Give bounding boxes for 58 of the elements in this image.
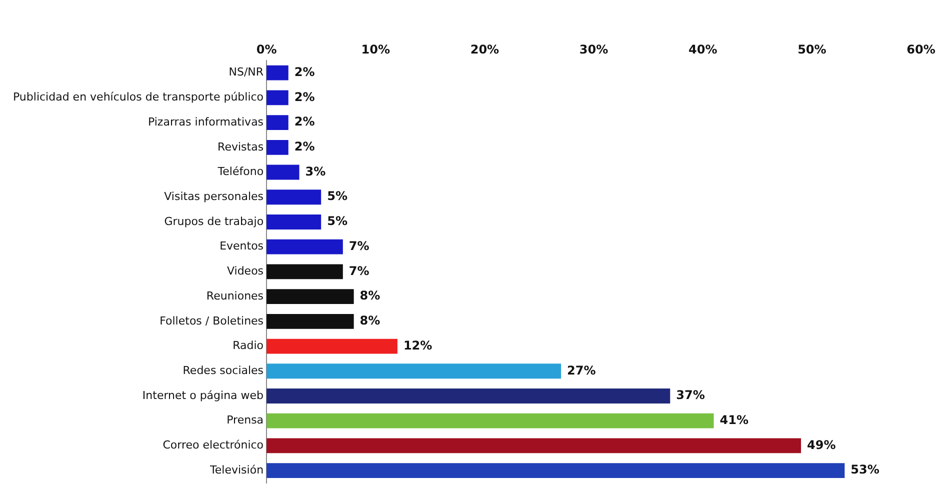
y-tick-label: Eventos [220,240,264,253]
y-tick-label: Reuniones [206,289,264,302]
bar [266,164,300,180]
data-label: 27% [567,363,596,378]
y-tick-label: Folletos / Boletines [160,314,264,328]
data-label: 7% [348,264,370,278]
data-label: 2% [294,140,315,154]
bar [266,289,354,304]
bar [266,264,343,280]
y-tick-label: Correo electrónico [162,438,264,452]
bar [266,90,288,106]
data-label: 8% [360,314,380,328]
bar [266,314,354,329]
bar [266,338,398,354]
x-tick-label: 60% [906,42,936,56]
bar [266,140,288,155]
data-label: 2% [294,114,315,129]
bar [266,463,845,478]
data-label: 37% [676,388,705,402]
y-tick-label: Redes sociales [182,364,264,377]
x-tick-label: 0% [256,42,277,56]
data-label: 7% [348,238,370,253]
bar [266,239,343,254]
data-label: 5% [327,189,348,204]
x-tick-label: 30% [579,42,608,56]
x-tick-label: 50% [798,42,826,56]
data-label: 5% [327,214,348,228]
bar [266,214,322,230]
bar [266,388,670,404]
data-label: 3% [305,164,326,178]
y-tick-label: Grupos de trabajo [164,214,264,228]
y-tick-label: Internet o página web [142,388,264,402]
y-tick-label: Prensa [226,414,264,427]
y-tick-label: NS/NR [228,66,264,79]
bar [266,65,288,80]
y-tick-label: Publicidad en vehículos de transporte público [12,90,264,104]
y-tick-label: Pizarras informativas [148,115,264,128]
data-label: 41% [720,412,748,427]
data-label: 2% [294,90,315,104]
data-label: 53% [850,462,880,477]
y-tick-label: Revistas [218,140,264,154]
y-tick-label: Televisión [209,463,264,476]
x-tick-label: 20% [470,42,500,56]
bar [266,413,714,428]
bar [266,115,288,130]
x-tick-label: 10% [361,42,390,56]
y-tick-label: Videos [226,264,264,278]
data-label: 8% [360,288,380,303]
x-tick-label: 40% [688,42,718,56]
bar [266,190,322,205]
y-tick-label: Teléfono [216,165,264,178]
data-label: 12% [403,338,432,352]
data-label: 2% [294,64,315,79]
y-tick-label: Radio [232,339,264,352]
data-label: 49% [807,438,836,452]
bar [266,438,802,454]
y-tick-label: Visitas personales [164,190,264,203]
bar [266,364,562,379]
